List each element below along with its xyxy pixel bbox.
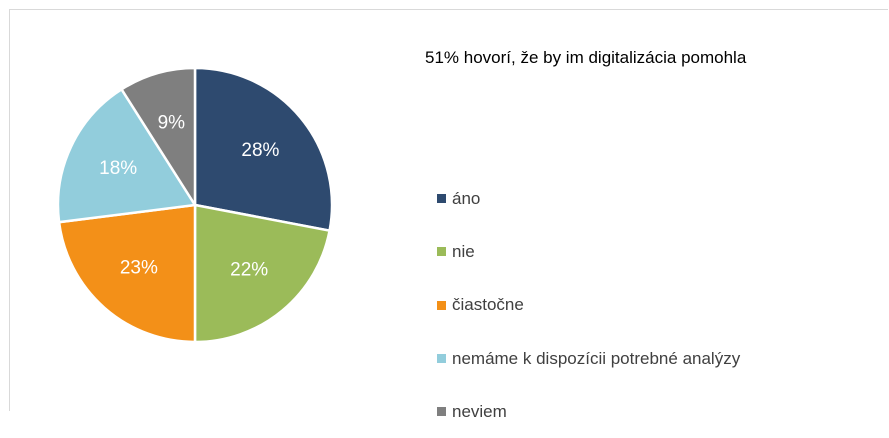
- legend-label: čiastočne: [452, 295, 524, 315]
- legend-entry: nemáme k dispozícii potrebné analýzy: [437, 332, 740, 385]
- legend-swatch: [437, 354, 446, 364]
- data-label: 22%: [230, 259, 268, 280]
- pie-slice: [119, 66, 197, 210]
- legend-entry: áno: [437, 172, 740, 225]
- pie-slice: [56, 87, 198, 224]
- legend-label: nie: [452, 241, 475, 261]
- data-label: 23%: [120, 258, 158, 279]
- legend-swatch: [437, 300, 446, 310]
- legend-swatch: [437, 247, 446, 257]
- chart-title: 51% hovorí, že by im digitalizácia pomoh…: [425, 48, 747, 67]
- data-label: 9%: [158, 112, 186, 133]
- pie-slice: [193, 203, 332, 344]
- data-label: 28%: [241, 140, 279, 161]
- chart: 28% 22% 23% 18% 9%: [56, 66, 334, 344]
- pie-slice: [57, 203, 197, 344]
- legend-swatch: [437, 194, 446, 204]
- pie-slice: [193, 66, 334, 233]
- legend-entry: čiastočne: [437, 279, 740, 332]
- legend-label: áno: [452, 188, 481, 208]
- data-label: 18%: [99, 158, 137, 179]
- chart-frame: [9, 9, 888, 411]
- page: {"chart_data": {"type": "pie", "title": …: [9, 9, 888, 421]
- legend: áno nie čiastočne nemáme k dispozícii potre…: [437, 172, 740, 438]
- legend-entry: nie: [437, 225, 740, 278]
- legend-label: nemáme k dispozícii potrebné analýzy: [452, 348, 741, 368]
